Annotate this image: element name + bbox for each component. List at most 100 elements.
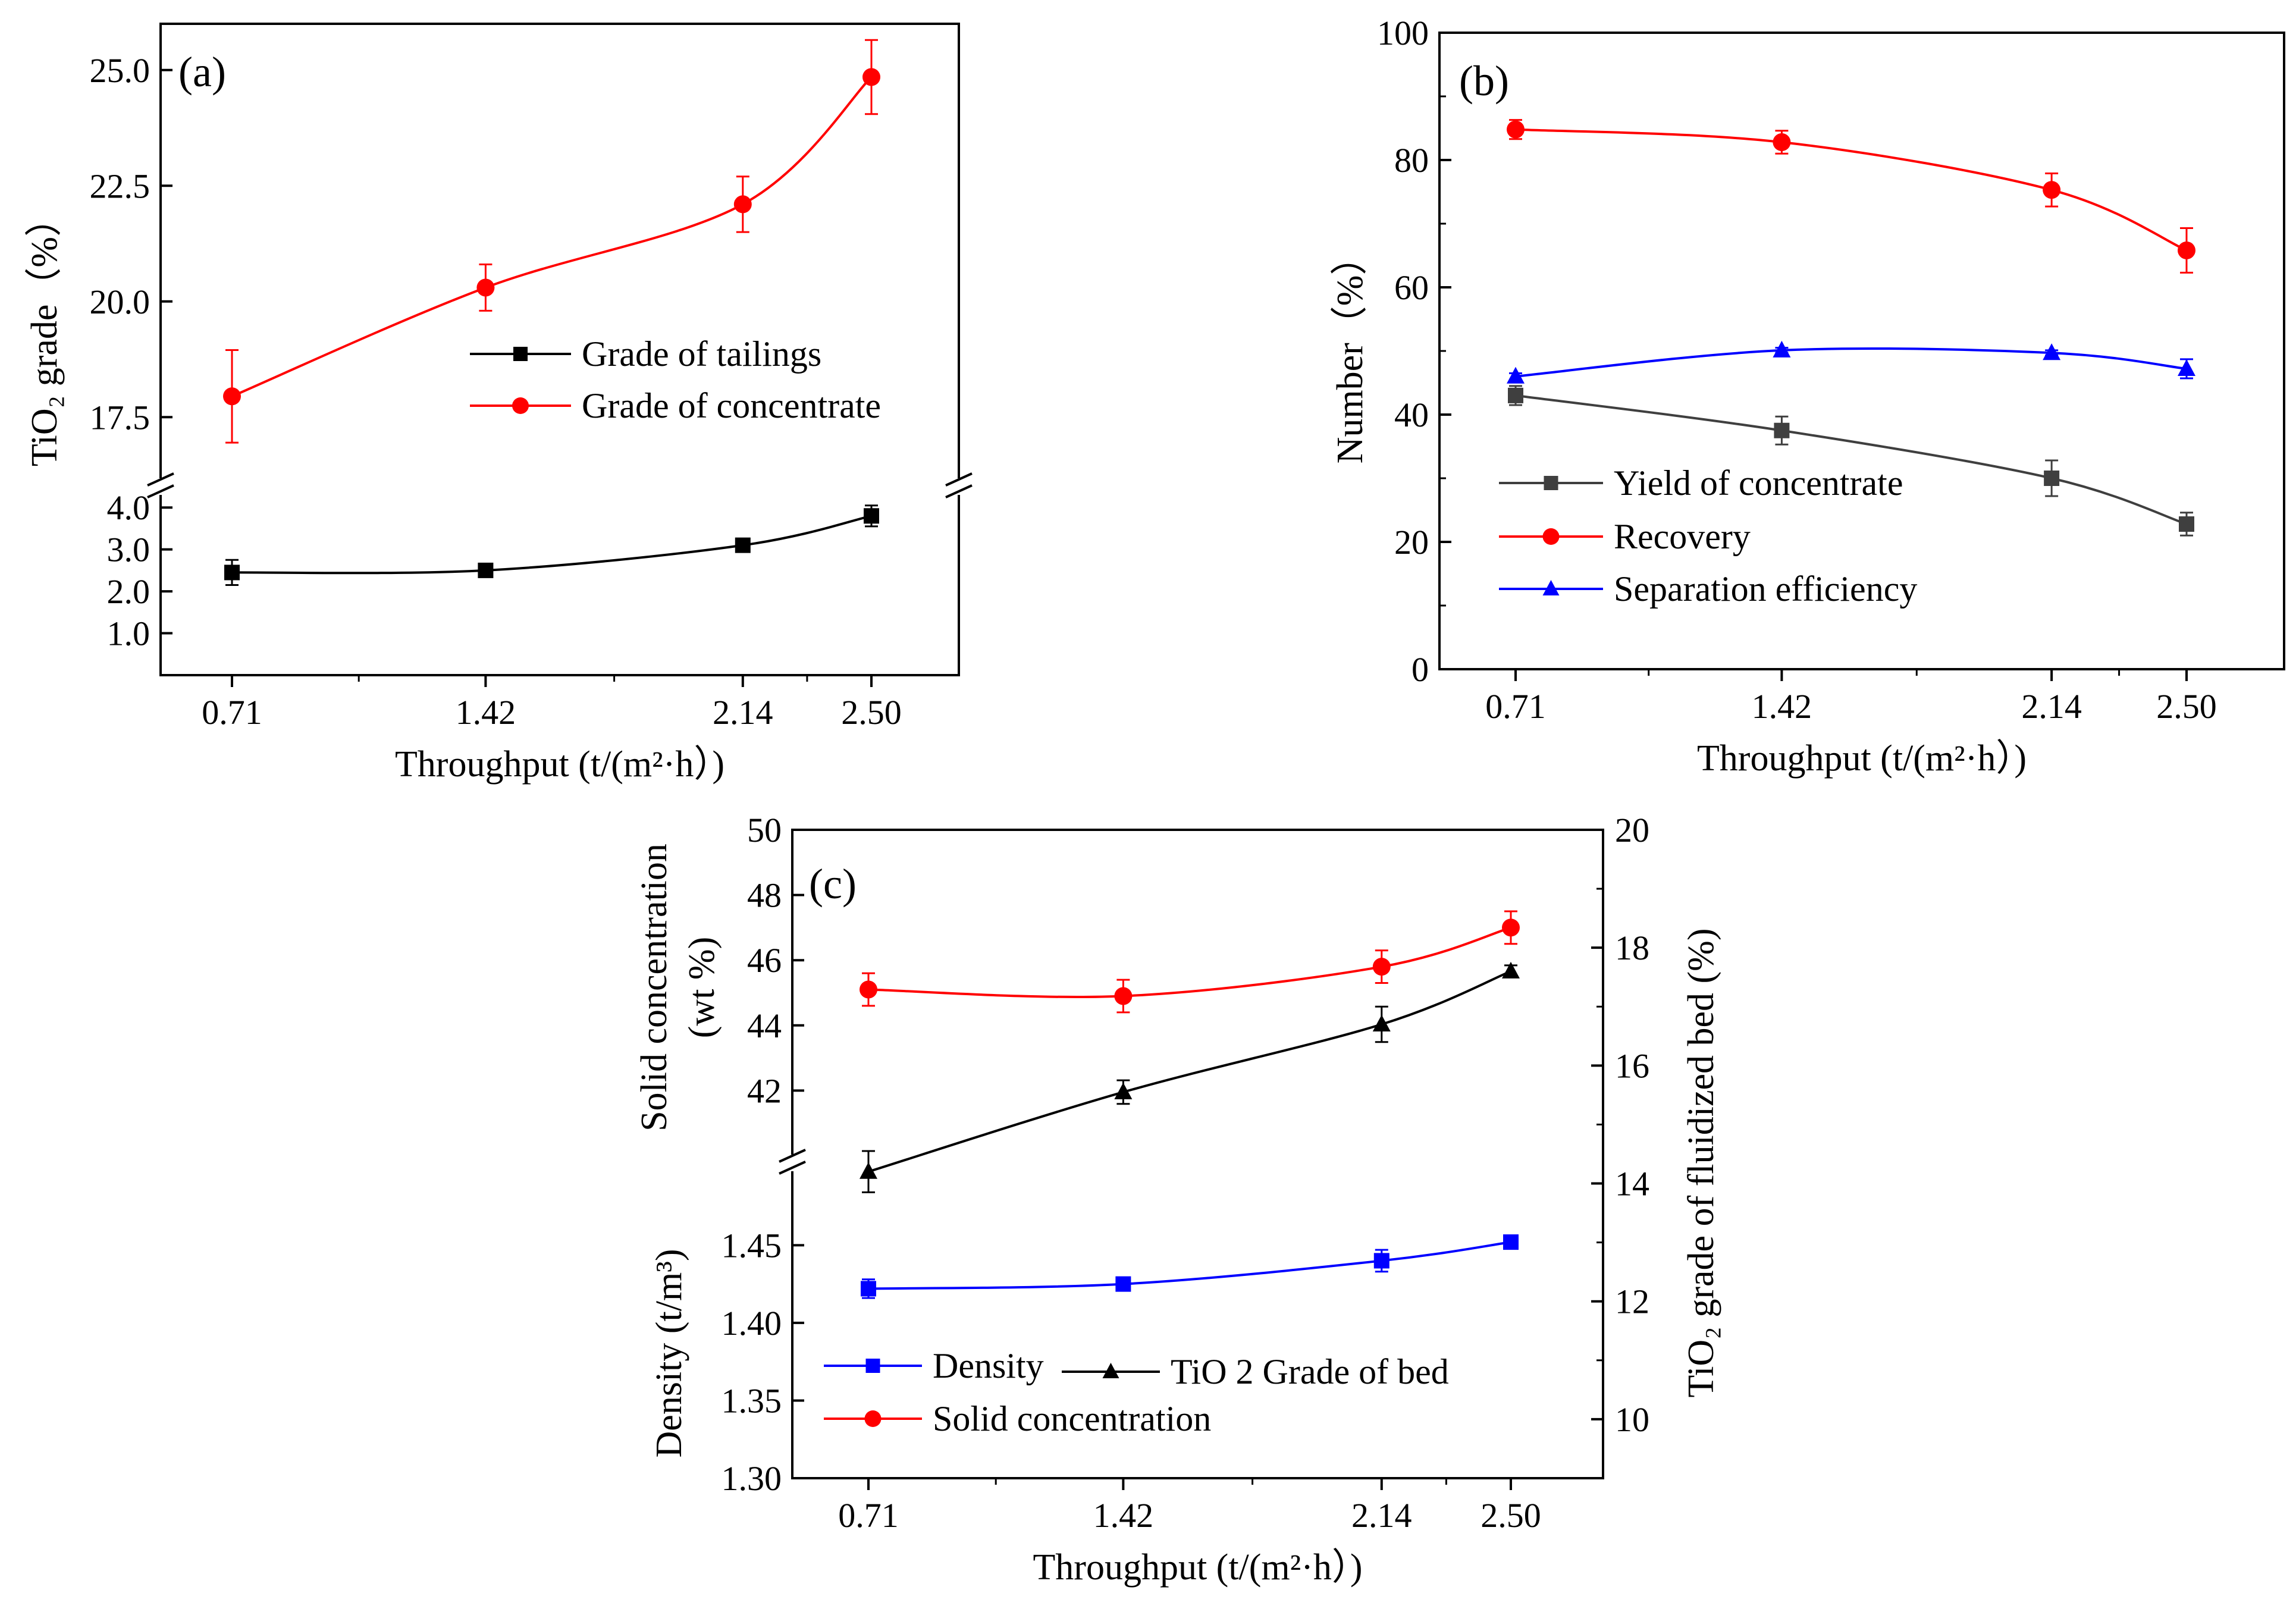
panel-b-separation-marker-0 — [1507, 366, 1525, 384]
panel-b-legend: Yield of concentrate Recovery Separation e… — [1499, 463, 1917, 609]
panel-a-y-lower-tick-label-2: 3.0 — [107, 531, 150, 569]
panel-a-axis-break-right-slash-top — [945, 472, 973, 487]
panel-a-x-tick-label-3: 2.50 — [841, 693, 902, 732]
panel-c-density-marker-1 — [1115, 1276, 1131, 1292]
panel-c-legend: Density TiO 2 Grade of bed Solid concentra… — [824, 1346, 1449, 1438]
panel-b-separation-marker-2 — [2043, 343, 2061, 360]
panel-b-yield-series — [1508, 385, 2194, 537]
panel-b-y-tick-label-4: 80 — [1394, 141, 1429, 180]
panel-c-density-marker-3 — [1503, 1234, 1519, 1250]
panel-b-recovery-marker-0 — [1507, 120, 1525, 139]
panel-c-legend-density-label: Density — [933, 1346, 1044, 1385]
panel-a-concentrate-series — [223, 39, 880, 444]
panel-c-legend-bed-grade-label: TiO 2 Grade of bed — [1171, 1352, 1449, 1391]
panel-c-y-left-lower-tick-label-0: 1.30 — [722, 1459, 782, 1498]
panel-c-y-right-label: TiO₂ grade of fluidized bed (%) — [1681, 929, 1721, 1398]
panel-a-tailings-marker-3 — [864, 508, 879, 524]
panel-a-tailings-line — [231, 515, 872, 575]
panel-c-x-tick-label-0: 0.71 — [838, 1496, 899, 1535]
panel-b-label: (b) — [1459, 57, 1509, 105]
panel-a-x-tick-label-0: 0.71 — [202, 693, 262, 732]
panel-c-y-left-upper-label: Solid concentration — [634, 843, 675, 1131]
panel-c-solid-concentration-marker-3 — [1502, 918, 1520, 937]
panel-c-y-left-lower-tick-label-1: 1.35 — [722, 1381, 782, 1420]
panel-c-solid-concentration-series — [860, 910, 1520, 1014]
panel-c-label: (c) — [809, 860, 857, 908]
panel-c-legend-solid-label: Solid concentration — [933, 1399, 1211, 1438]
panel-c-y-right-tick-label-5: 20 — [1615, 811, 1649, 849]
panel-a-tailings-marker-2 — [735, 537, 751, 553]
panel-c-axis-break-left-slash-top — [779, 1149, 806, 1163]
panel-b-recovery-marker-1 — [1773, 133, 1791, 152]
panel-b-yield-marker-3 — [2179, 516, 2194, 532]
panel-a-legend-concentrate-label: Grade of concentrate — [582, 386, 881, 425]
panel-c-y-left-upper-tick-label-3: 48 — [747, 876, 782, 915]
panel-c-solid-concentration-marker-1 — [1114, 987, 1133, 1005]
panel-b-x-tick-label-1: 1.42 — [1752, 687, 1812, 726]
panel-b-legend-separation-marker — [1542, 580, 1560, 595]
panel-a-axis-break-left-slash-top — [147, 472, 174, 487]
panel-a-concentrate-marker-3 — [862, 68, 880, 86]
panel-c-y-left-upper-tick-label-0: 42 — [747, 1071, 782, 1110]
panel-b-x-tick-label-3: 2.50 — [2156, 687, 2217, 726]
panel-b-separation-series — [1507, 340, 2195, 384]
panel-b-yield-marker-1 — [1774, 422, 1790, 438]
panel-c-y-left-lower-tick-label-2: 1.40 — [722, 1304, 782, 1343]
panel-b-y-tick-label-3: 60 — [1394, 268, 1429, 307]
panel-a-y-lower-tick-label-0: 1.0 — [107, 614, 150, 653]
panel-c-solid-concentration-marker-2 — [1372, 958, 1391, 976]
panel-c-density-series — [861, 1234, 1519, 1299]
panel-c: 0.71 1.42 2.14 2.50 Throughput (t/(m²·h）) 42 4… — [634, 811, 1721, 1588]
panel-b-y-tick-label-0: 0 — [1412, 650, 1429, 689]
panel-b-recovery-marker-3 — [2178, 241, 2195, 259]
panel-b-separation-line — [1515, 347, 2187, 378]
panel-b-y-tick-label-2: 40 — [1394, 396, 1429, 434]
panel-b-y-axis-label: Number（%） — [1330, 239, 1370, 464]
panel-c-legend-density-marker — [865, 1359, 880, 1373]
panel-b-legend-separation-label: Separation efficiency — [1614, 569, 1917, 609]
panel-c-y-right-tick-label-3: 16 — [1615, 1046, 1649, 1085]
panel-a-axis-break-left-slash-bottom — [147, 484, 174, 498]
panel-a-plot-frame — [159, 23, 960, 676]
panel-c-y-left-upper-tick-label-1: 44 — [747, 1006, 782, 1045]
panel-a-legend-concentrate-marker — [512, 397, 529, 414]
panel-c-bed-grade-line — [868, 970, 1511, 1173]
panel-c-solid-concentration-marker-0 — [860, 980, 877, 999]
panel-a-concentrate-marker-2 — [733, 195, 752, 214]
panel-c-y-left-upper-tick-label-2: 46 — [747, 941, 782, 980]
panel-c-bed-grade-marker-2 — [1372, 1015, 1391, 1031]
panel-a-x-tick-label-1: 1.42 — [456, 693, 516, 732]
panel-b-x-tick-label-0: 0.71 — [1485, 687, 1546, 726]
panel-a-concentrate-marker-0 — [223, 387, 241, 406]
panel-b-legend-recovery-marker — [1542, 528, 1560, 545]
panel-c-legend-bed-grade-marker — [1102, 1363, 1119, 1378]
panel-a-y-upper-tick-label-3: 25.0 — [90, 51, 150, 90]
panel-c-bed-grade-marker-1 — [1114, 1082, 1133, 1099]
panel-a-y-lower-tick-label-1: 2.0 — [107, 572, 150, 611]
panel-a-y-lower-tick-label-3: 4.0 — [107, 488, 150, 527]
panel-b: 0.71 1.42 2.14 2.50 Throughput (t/(m²·h）) 0 20… — [1330, 14, 2285, 779]
panel-c-x-axis-label: Throughput (t/(m²·h）) — [1033, 1547, 1362, 1588]
panel-a-tailings-marker-0 — [224, 565, 240, 581]
panel-b-recovery-marker-2 — [2043, 181, 2061, 199]
panel-c-axis-break-left-slash-bottom — [779, 1161, 806, 1175]
panel-a-tailings-series — [224, 504, 879, 587]
panel-b-yield-marker-2 — [2044, 471, 2060, 486]
panel-c-solid-concentration-line — [868, 926, 1511, 998]
panel-a-concentrate-line — [231, 76, 873, 398]
panel-a-legend-tailings-marker — [513, 347, 528, 361]
panel-c-density-marker-0 — [861, 1281, 876, 1297]
panel-b-legend-recovery-label: Recovery — [1614, 517, 1751, 556]
panel-a-legend-tailings-label: Grade of tailings — [582, 334, 821, 374]
panel-b-x-tick-label-2: 2.14 — [2021, 687, 2082, 726]
panel-c-y-right-tick-label-4: 18 — [1615, 929, 1649, 967]
panel-a-y-upper-tick-label-0: 17.5 — [90, 398, 150, 437]
panel-b-x-axis-label: Throughput (t/(m²·h）) — [1697, 738, 2027, 779]
panel-c-density-line — [868, 1241, 1511, 1290]
panel-c-y-left-lower-label: Density (t/m³) — [649, 1249, 689, 1458]
panel-b-yield-marker-0 — [1508, 387, 1523, 403]
panel-c-x-tick-label-2: 2.14 — [1351, 1496, 1412, 1535]
panel-c-plot-frame — [791, 829, 1604, 1479]
panel-b-separation-marker-1 — [1773, 340, 1791, 358]
